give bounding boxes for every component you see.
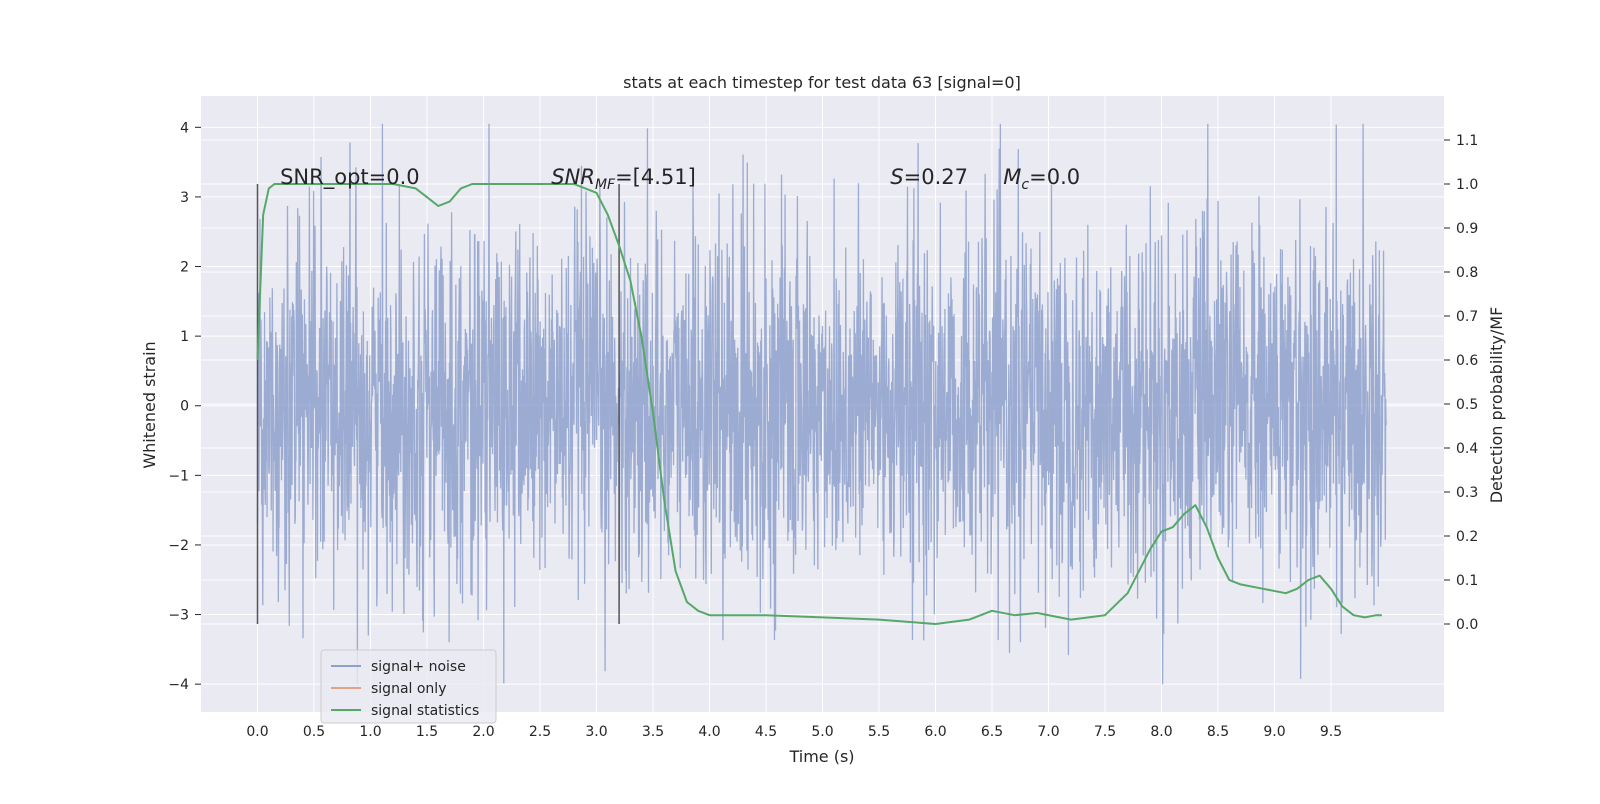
x-tick-label: 8.0 (1150, 724, 1172, 740)
y2-tick-label: 0.6 (1456, 353, 1478, 369)
annotation-subscript: c (1021, 177, 1029, 193)
y-tick-label: 3 (180, 190, 189, 206)
x-tick-label: 2.5 (529, 724, 551, 740)
signal-statistics-line (256, 183, 1382, 625)
y2-tick-label: 1.0 (1456, 177, 1478, 193)
x-tick-label: 3.5 (642, 724, 664, 740)
annotation-base: SNR (551, 165, 595, 189)
y-tick-label: −1 (168, 468, 189, 484)
x-tick-label: 3.0 (585, 724, 607, 740)
legend-label: signal only (371, 681, 446, 697)
x-tick-label: 4.0 (698, 724, 720, 740)
x-tick-label: 5.0 (811, 724, 833, 740)
x-tick-label: 7.5 (1094, 724, 1116, 740)
annotation-base: S (890, 165, 903, 189)
noise-series-layer (256, 123, 1388, 685)
y2-tick-label: 0.4 (1456, 441, 1478, 457)
x-tick-label: 7.0 (1037, 724, 1059, 740)
annotation-value: =0.27 (904, 165, 968, 189)
annotation-value: =[4.51] (615, 165, 696, 189)
x-tick-label: 6.5 (981, 724, 1003, 740)
y2-tick-label: 1.1 (1456, 133, 1478, 149)
annotation-layer: SNR_opt=0.0 SNRMF=[4.51] S=0.27 Mc=0.0 (280, 165, 1080, 193)
y-axis-label: Whitened strain (140, 341, 159, 468)
x-tick-label: 9.0 (1263, 724, 1285, 740)
y-tick-label: 4 (180, 120, 189, 136)
y-tick-label: 2 (180, 260, 189, 276)
y-tick-label: 1 (180, 329, 189, 345)
legend-label: signal+ noise (371, 659, 466, 675)
x-tick-label: 6.0 (924, 724, 946, 740)
annotation-value: =0.0 (1029, 165, 1080, 189)
annotation-subscript: MF (595, 177, 616, 193)
y2-axis-label: Detection probability/MF (1487, 307, 1506, 504)
annotation-snr_opt: SNR_opt=0.0 (280, 165, 420, 190)
y2-tick-label: 0.9 (1456, 221, 1478, 237)
vertical-lines-layer (256, 184, 620, 624)
annotation-s_stat: S=0.27 (890, 165, 968, 189)
x-tick-label: 8.5 (1207, 724, 1229, 740)
y2-tick-label: 0.0 (1456, 617, 1478, 633)
tick-layer: 0.0 0.5 1.0 1.5 2.0 2.5 3.0 3.5 4.0 4.5 5.0 5.5 6.0 6… (168, 120, 1478, 740)
x-tick-label: 2.0 (472, 724, 494, 740)
legend-label: signal statistics (371, 703, 479, 719)
y-tick-label: −3 (168, 608, 189, 624)
x-tick-label: 9.5 (1320, 724, 1342, 740)
signal-noise-line (256, 123, 1388, 685)
y2-tick-label: 0.5 (1456, 397, 1478, 413)
statistics-series-layer (256, 183, 1382, 625)
x-tick-label: 1.0 (359, 724, 381, 740)
x-tick-label: 4.5 (755, 724, 777, 740)
x-tick-label: 0.0 (246, 724, 268, 740)
y2-tick-label: 0.2 (1456, 529, 1478, 545)
y-tick-label: 0 (180, 399, 189, 415)
y2-tick-label: 0.8 (1456, 265, 1478, 281)
annotation-base: M (1003, 165, 1021, 189)
y2-tick-label: 0.1 (1456, 573, 1478, 589)
annotation-snr_mf: SNRMF=[4.51] (551, 165, 696, 193)
x-tick-label: 1.5 (416, 724, 438, 740)
chart-title: stats at each timestep for test data 63 … (623, 73, 1021, 92)
y2-tick-label: 0.3 (1456, 485, 1478, 501)
y-tick-label: −4 (168, 677, 189, 693)
legend-box (320, 649, 497, 724)
y2-tick-label: 0.7 (1456, 309, 1478, 325)
x-tick-label: 5.5 (868, 724, 890, 740)
legend: signal+ noise signal only signal statistic… (320, 649, 497, 724)
x-tick-label: 0.5 (303, 724, 325, 740)
y-tick-label: −2 (168, 538, 189, 554)
annotation-mchirp: Mc=0.0 (1003, 165, 1080, 193)
x-axis-label: Time (s) (788, 747, 854, 766)
